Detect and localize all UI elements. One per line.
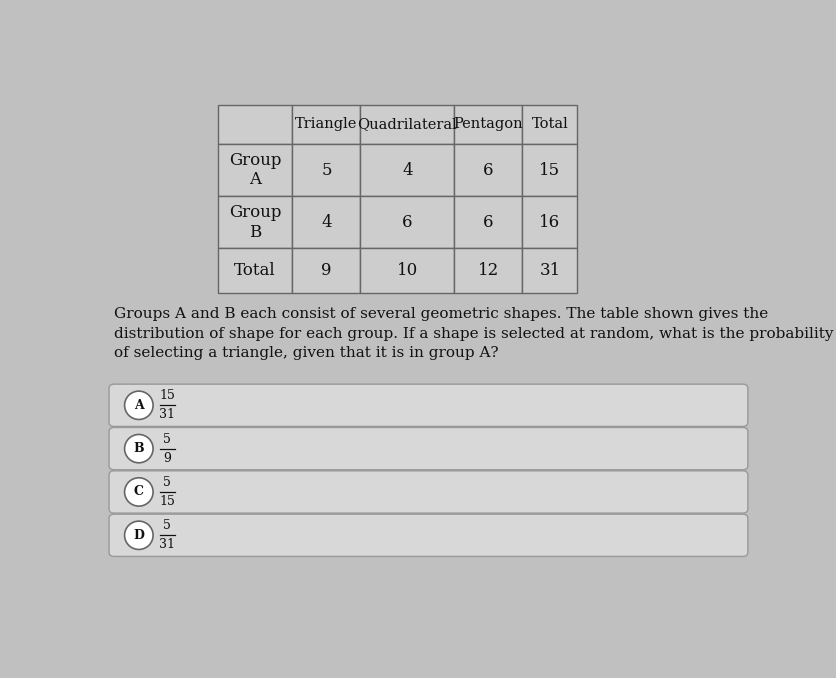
Text: Group
A: Group A: [229, 152, 282, 188]
Text: D: D: [134, 529, 145, 542]
Bar: [454, 105, 522, 144]
Text: 6: 6: [483, 161, 493, 178]
Text: 5: 5: [321, 161, 332, 178]
Text: Quadrilateral: Quadrilateral: [358, 117, 457, 132]
Text: 6: 6: [402, 214, 413, 231]
Text: 9: 9: [321, 262, 332, 279]
Bar: [218, 196, 293, 248]
Bar: [218, 144, 293, 196]
Bar: [522, 196, 578, 248]
Text: 12: 12: [477, 262, 499, 279]
Bar: [293, 248, 360, 293]
Text: 15: 15: [539, 161, 560, 178]
Text: Total: Total: [234, 262, 276, 279]
FancyBboxPatch shape: [109, 384, 748, 426]
Text: 5: 5: [163, 519, 171, 532]
Text: 9: 9: [163, 452, 171, 464]
Bar: [360, 144, 454, 196]
Bar: [454, 196, 522, 248]
Bar: [522, 144, 578, 196]
Text: 31: 31: [539, 262, 561, 279]
Bar: [454, 144, 522, 196]
Ellipse shape: [125, 435, 153, 463]
Bar: [360, 196, 454, 248]
Bar: [293, 144, 360, 196]
Bar: [522, 248, 578, 293]
Text: 15: 15: [160, 389, 176, 402]
Ellipse shape: [125, 391, 153, 420]
Bar: [360, 248, 454, 293]
Text: Group
B: Group B: [229, 204, 282, 241]
Text: 6: 6: [483, 214, 493, 231]
Text: 4: 4: [321, 214, 332, 231]
FancyBboxPatch shape: [109, 471, 748, 513]
Bar: [522, 105, 578, 144]
Text: Triangle: Triangle: [295, 117, 358, 132]
Text: B: B: [134, 442, 144, 455]
Text: 5: 5: [163, 433, 171, 445]
Bar: [218, 248, 293, 293]
Text: A: A: [134, 399, 144, 412]
Ellipse shape: [125, 478, 153, 506]
Bar: [293, 196, 360, 248]
Text: Total: Total: [532, 117, 568, 132]
Bar: [293, 105, 360, 144]
Ellipse shape: [125, 521, 153, 549]
Text: 31: 31: [160, 408, 176, 421]
Text: Pentagon: Pentagon: [454, 117, 523, 132]
Text: 16: 16: [539, 214, 560, 231]
Bar: [360, 105, 454, 144]
Text: 10: 10: [397, 262, 418, 279]
FancyBboxPatch shape: [109, 514, 748, 557]
Bar: [454, 248, 522, 293]
Text: 4: 4: [402, 161, 413, 178]
Text: 5: 5: [163, 476, 171, 489]
Text: Groups A and B each consist of several geometric shapes. The table shown gives t: Groups A and B each consist of several g…: [115, 307, 833, 361]
Text: 15: 15: [160, 495, 176, 508]
Text: 31: 31: [160, 538, 176, 551]
Bar: [218, 105, 293, 144]
Text: C: C: [134, 485, 144, 498]
FancyBboxPatch shape: [109, 428, 748, 470]
